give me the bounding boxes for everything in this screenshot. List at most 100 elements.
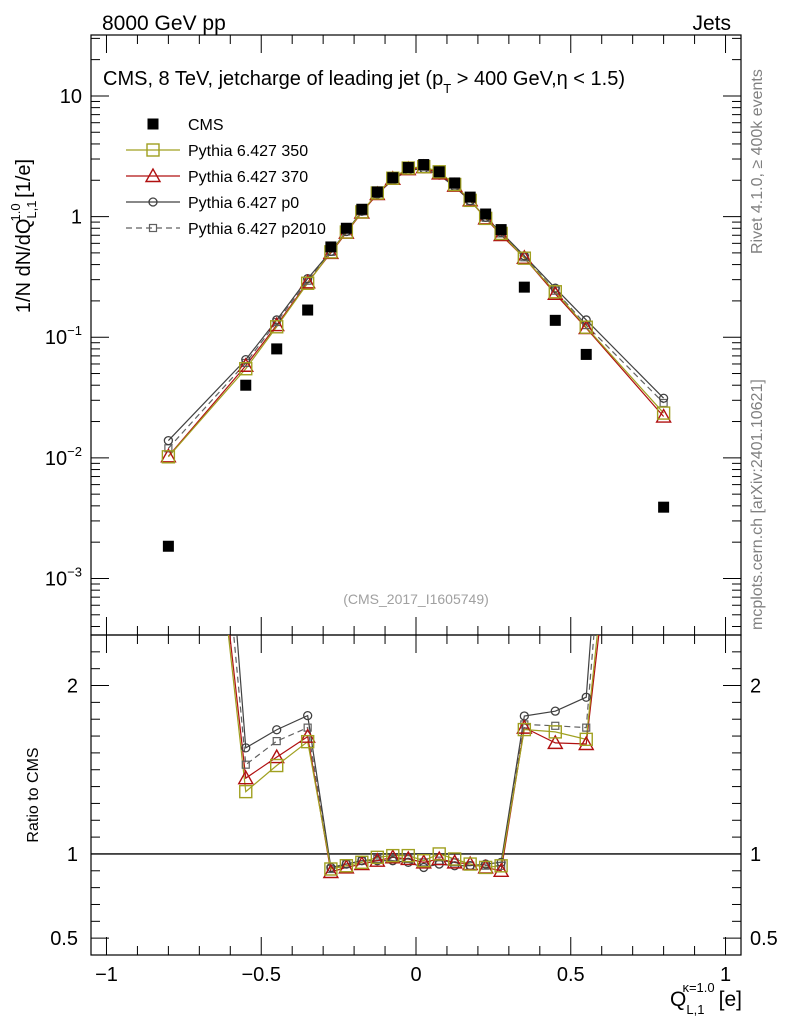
point-pythia-6-427-p0 bbox=[658, 393, 669, 403]
point-pythia-6-427-370 bbox=[516, 249, 533, 265]
ratio-point-pythia-6-427-p0 bbox=[450, 861, 460, 871]
ratio-point-pythia-6-427-350 bbox=[239, 784, 253, 799]
ratio-series bbox=[227, 2, 671, 879]
legend-marker-pythia-6-427-350 bbox=[146, 143, 160, 157]
point-cms bbox=[325, 241, 337, 253]
y-tick-label: 10−1 bbox=[45, 323, 82, 349]
point-pythia-6-427-350 bbox=[300, 276, 315, 290]
legend-label-pythia-6-427-370: Pythia 6.427 370 bbox=[188, 169, 308, 186]
ratio-point-pythia-6-427-p0 bbox=[241, 743, 251, 753]
ratio-point-pythia-6-427-370 bbox=[431, 850, 448, 866]
ratio-point-pythia-6-427-350 bbox=[401, 848, 415, 863]
point-cms bbox=[387, 172, 399, 184]
point-pythia-6-427-370 bbox=[655, 408, 672, 423]
legend-label-pythia-6-427-p2010: Pythia 6.427 p2010 bbox=[188, 221, 326, 238]
ratio-point-pythia-6-427-370 bbox=[369, 852, 386, 867]
ratio-point-pythia-6-427-370 bbox=[237, 769, 254, 785]
point-pythia-6-427-p0 bbox=[163, 435, 174, 446]
ratio-point-pythia-6-427-350 bbox=[517, 722, 532, 737]
header-right: Jets bbox=[692, 12, 731, 35]
ratio-point-pythia-6-427-350 bbox=[494, 859, 508, 873]
legend-marker-pythia-6-427-p0 bbox=[148, 197, 158, 207]
point-pythia-6-427-p0 bbox=[241, 354, 251, 365]
ratio-point-pythia-6-427-370 bbox=[492, 862, 510, 877]
ratio-point-pythia-6-427-370 bbox=[353, 855, 371, 871]
ratio-point-pythia-6-427-p0 bbox=[388, 856, 398, 866]
ratio-point-pythia-6-427-p0 bbox=[496, 857, 506, 868]
x-tick-label: 0.5 bbox=[557, 964, 585, 986]
ratio-point-pythia-6-427-350 bbox=[417, 853, 431, 868]
ratio-point-pythia-6-427-p2010 bbox=[582, 723, 591, 732]
ratio-point-pythia-6-427-p0 bbox=[272, 725, 282, 735]
ratio-y-tick-label: 2 bbox=[67, 676, 78, 698]
rivet-label: Rivet 4.1.0, ≥ 400k events bbox=[749, 69, 766, 254]
ratio-point-pythia-6-427-p0 bbox=[403, 857, 413, 867]
point-pythia-6-427-350 bbox=[656, 406, 671, 420]
point-cms bbox=[480, 208, 492, 220]
point-pythia-6-427-350 bbox=[548, 285, 562, 299]
point-cms bbox=[271, 343, 283, 355]
legend-label-pythia-6-427-p0: Pythia 6.427 p0 bbox=[188, 195, 299, 212]
point-pythia-6-427-350 bbox=[161, 450, 176, 464]
ratio-point-pythia-6-427-p2010 bbox=[272, 737, 281, 746]
point-pythia-6-427-370 bbox=[547, 285, 564, 301]
ratio-point-pythia-6-427-350 bbox=[447, 852, 462, 866]
legend-marker-cms bbox=[147, 118, 159, 130]
point-pythia-6-427-350 bbox=[270, 320, 284, 334]
ratio-y-tick-label: 2 bbox=[750, 676, 761, 698]
point-pythia-6-427-350 bbox=[239, 362, 253, 376]
ratio-point-pythia-6-427-350 bbox=[324, 862, 338, 876]
y-tick-label-base: 10 bbox=[45, 568, 67, 590]
point-cms bbox=[302, 304, 314, 316]
header-left: 8000 GeV pp bbox=[102, 12, 226, 35]
point-cms bbox=[402, 162, 414, 174]
point-pythia-6-427-p0 bbox=[272, 315, 282, 325]
point-cms bbox=[449, 177, 461, 189]
ratio-point-pythia-6-427-p2010 bbox=[241, 760, 250, 769]
ratio-y-tick-label: 1 bbox=[750, 844, 761, 866]
ratio-point-pythia-6-427-p2010 bbox=[303, 723, 312, 732]
ratio-point-pythia-6-427-350 bbox=[386, 848, 400, 863]
point-cms bbox=[549, 314, 561, 326]
ratio-y-tick-label: 0.5 bbox=[750, 928, 778, 950]
point-cms bbox=[495, 224, 507, 236]
point-cms bbox=[371, 186, 383, 198]
ratio-point-pythia-6-427-p0 bbox=[303, 710, 313, 721]
ratio-point-pythia-6-427-350 bbox=[355, 855, 369, 869]
ratio-point-pythia-6-427-370 bbox=[322, 863, 340, 879]
x-axis-label: QL,1κ=1.0[e] bbox=[670, 980, 742, 1017]
ratio-point-pythia-6-427-370 bbox=[547, 734, 564, 750]
y-tick-label: 10−2 bbox=[45, 444, 82, 470]
y-axis-label: 1/N dN/dQL,11.0 [1/e] bbox=[8, 159, 39, 313]
y-tick-label-exp: −2 bbox=[67, 444, 82, 459]
point-pythia-6-427-p0 bbox=[550, 283, 560, 293]
legend-marker-pythia-6-427-p2010 bbox=[148, 223, 158, 233]
point-pythia-6-427-350 bbox=[517, 251, 532, 265]
ratio-point-pythia-6-427-370 bbox=[578, 735, 595, 751]
ratio-point-pythia-6-427-370 bbox=[268, 748, 285, 764]
point-cms bbox=[658, 501, 670, 513]
point-pythia-6-427-370 bbox=[237, 357, 254, 372]
point-cms bbox=[340, 222, 352, 234]
ratio-point-pythia-6-427-370 bbox=[657, 65, 671, 78]
legend-label-cms: CMS bbox=[188, 117, 224, 134]
point-pythia-6-427-p0 bbox=[581, 315, 591, 325]
ratio-point-pythia-6-427-p0 bbox=[550, 706, 560, 716]
ratio-y-tick-label: 0.5 bbox=[50, 928, 78, 950]
ratio-line-pythia-6-427-p2010 bbox=[233, 635, 595, 870]
point-pythia-6-427-370 bbox=[268, 316, 285, 332]
point-cms bbox=[240, 379, 252, 391]
ratio-y-axis-label: Ratio to CMS bbox=[25, 747, 42, 842]
ratio-point-pythia-6-427-350 bbox=[432, 847, 446, 861]
y-tick-label-exp: −1 bbox=[67, 323, 82, 338]
ratio-point-pythia-6-427-350 bbox=[658, 2, 670, 14]
y-tick-label-base: 10 bbox=[45, 327, 67, 349]
point-pythia-6-427-350 bbox=[579, 320, 593, 334]
x-tick-label: −0.5 bbox=[241, 964, 280, 986]
ratio-point-pythia-6-427-370 bbox=[516, 719, 533, 734]
ratio-point-pythia-6-427-350 bbox=[270, 758, 284, 773]
ratio-point-pythia-6-427-p2010 bbox=[497, 861, 506, 870]
main-series bbox=[160, 158, 672, 552]
